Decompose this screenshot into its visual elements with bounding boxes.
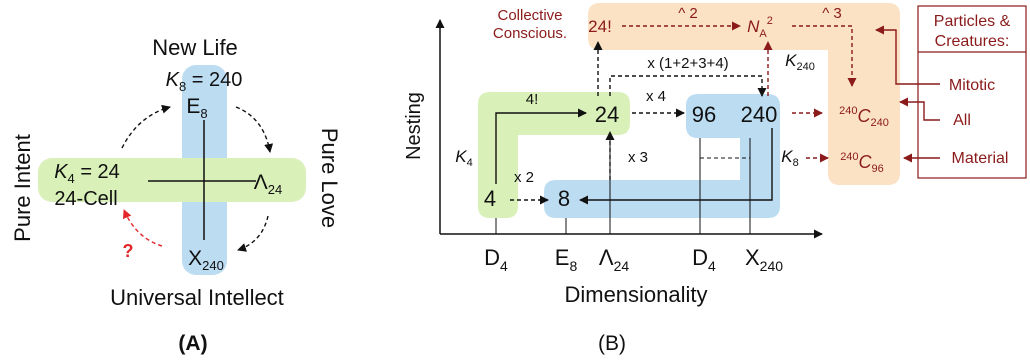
factorial-24-label: 24! bbox=[588, 17, 612, 36]
blue-region bbox=[544, 94, 780, 218]
panel-b: 4 8 24 96 240 4! x 2 x 3 x 4 x (1+2+3+4)… bbox=[403, 3, 1027, 355]
green-horizontal-band bbox=[38, 158, 306, 202]
new-life-label: New Life bbox=[152, 35, 238, 60]
e8-label: E8 bbox=[186, 95, 207, 121]
y-axis-label: Nesting bbox=[403, 92, 425, 160]
lambda24-label: Λ24 bbox=[254, 171, 283, 197]
green-region bbox=[478, 92, 630, 218]
arrow-intellect-to-intent bbox=[123, 209, 163, 247]
x240-label: X240 bbox=[188, 247, 224, 273]
label-x-sum: x (1+2+3+4) bbox=[647, 55, 728, 72]
k4-equation: K4 = 24 bbox=[54, 161, 120, 186]
x-tick-label: D4 bbox=[692, 245, 716, 274]
arrow-24-to-240 bbox=[609, 75, 767, 97]
arrow-intent-to-life bbox=[121, 104, 171, 149]
caption-b: (B) bbox=[598, 332, 626, 355]
legend-title-2: Creatures: bbox=[935, 33, 1010, 50]
arrow-240-to-8 bbox=[579, 128, 773, 205]
x-tick-label: D4 bbox=[484, 245, 508, 274]
label-pow2: ^ 2 bbox=[678, 5, 698, 22]
legend-item-mitotic: Mitotic bbox=[949, 77, 995, 94]
collective-label: Collective bbox=[497, 7, 562, 24]
avogadro-squared: NA2 bbox=[747, 15, 773, 40]
orange-region bbox=[588, 3, 900, 185]
legend-item-all: All bbox=[953, 112, 971, 129]
node-240: 240 bbox=[741, 102, 778, 127]
question-mark: ? bbox=[123, 241, 134, 261]
arrow-love-to-intellect bbox=[237, 215, 269, 252]
label-k240: K240 bbox=[785, 51, 815, 73]
label-4-factorial: 4! bbox=[526, 91, 539, 108]
x-axis-label: Dimensionality bbox=[564, 282, 707, 307]
label-x4: x 4 bbox=[646, 88, 666, 105]
caption-a: (A) bbox=[178, 332, 207, 355]
24-cell-label: 24-Cell bbox=[54, 188, 117, 210]
node-96: 96 bbox=[692, 102, 716, 127]
label-k4: K4 bbox=[455, 147, 472, 169]
arrow-na-to-c240 bbox=[792, 25, 857, 87]
arrow-life-to-love bbox=[235, 106, 274, 153]
x-axis-ticks: D4 E8 Λ24 D4 X240 bbox=[484, 245, 783, 274]
label-x3: x 3 bbox=[628, 149, 648, 166]
label-k8: K8 bbox=[781, 147, 798, 169]
x-tick-label: Λ24 bbox=[599, 245, 629, 274]
legend-box bbox=[917, 5, 1027, 179]
x-tick-label: E8 bbox=[555, 245, 578, 274]
legend-item-material: Material bbox=[952, 150, 1009, 167]
label-x2: x 2 bbox=[514, 169, 534, 186]
pure-love-label: Pure Love bbox=[317, 128, 342, 228]
node-4: 4 bbox=[484, 186, 496, 211]
arrow-all bbox=[899, 97, 940, 121]
arrow-4-to-24 bbox=[495, 108, 587, 184]
node-8: 8 bbox=[558, 186, 570, 211]
label-pow3: ^ 3 bbox=[822, 5, 842, 22]
node-24: 24 bbox=[595, 102, 619, 127]
combo-c96: 240C96 bbox=[840, 151, 884, 175]
combo-c240: 240C240 bbox=[839, 105, 889, 129]
arrow-mitotic bbox=[875, 25, 940, 85]
pure-intent-label: Pure Intent bbox=[10, 134, 35, 242]
legend-title-1: Particles & bbox=[934, 13, 1011, 30]
k8-equation: K8 = 240 bbox=[166, 69, 243, 94]
universal-intellect-label: Universal Intellect bbox=[110, 285, 284, 310]
panel-a: New Life K8 = 240 E8 K4 = 24 24-Cell Λ24… bbox=[10, 35, 342, 355]
conscious-label: Conscious. bbox=[493, 25, 567, 42]
x-tick-label: X240 bbox=[745, 245, 783, 274]
